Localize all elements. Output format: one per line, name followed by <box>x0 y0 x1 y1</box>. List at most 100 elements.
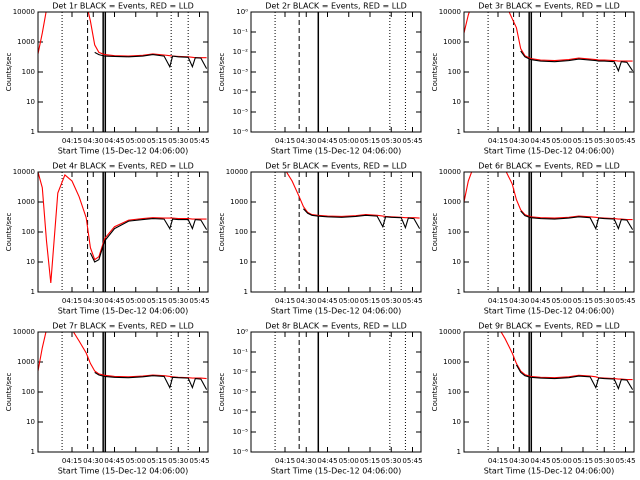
y-tick-label: 10000 <box>439 168 461 176</box>
x-tick-label: 05:45 <box>402 137 422 145</box>
chart-title: Det 1r BLACK = Events, RED = LLD <box>52 2 194 11</box>
x-tick-label: 05:15 <box>147 297 167 305</box>
plot-frame <box>37 331 209 453</box>
x-tick-label: 05:00 <box>339 137 359 145</box>
x-tick-label: 04:45 <box>317 297 337 305</box>
y-tick-label: 1000 <box>443 358 461 366</box>
x-tick-label: 04:15 <box>488 137 508 145</box>
x-tick-label: 05:45 <box>615 297 635 305</box>
y-tick-label: 1000 <box>17 198 35 206</box>
x-axis-label: Start Time (15-Dec-12 04:06:00) <box>58 307 189 316</box>
x-tick-label: 05:15 <box>147 457 167 465</box>
x-tick-label: 05:30 <box>381 297 401 305</box>
x-tick-label: 05:00 <box>552 297 572 305</box>
y-tick-label: 10⁻⁶ <box>233 448 249 456</box>
x-tick-label: 04:15 <box>488 457 508 465</box>
y-tick-label: 10⁻² <box>233 368 249 376</box>
x-tick-label: 04:30 <box>296 297 316 305</box>
y-tick-label: 10⁻⁶ <box>233 128 249 136</box>
panel: Det 7r BLACK = Events, RED = LLD Start Ti… <box>5 322 210 476</box>
y-tick-label: 1 <box>244 288 248 296</box>
x-tick-label: 04:45 <box>317 457 337 465</box>
plot-frame <box>250 331 422 453</box>
series-line <box>520 50 634 73</box>
x-tick-label: 05:00 <box>339 457 359 465</box>
x-tick-label: 04:45 <box>104 137 124 145</box>
series-line <box>464 12 633 62</box>
series-line <box>515 364 634 391</box>
x-tick-label: 05:45 <box>189 137 209 145</box>
x-tick-label: 04:15 <box>62 297 82 305</box>
y-axis-label: Counts/sec <box>431 213 439 252</box>
x-tick-label: 05:15 <box>360 137 380 145</box>
y-tick-label: 1000 <box>230 198 248 206</box>
panel: Det 9r BLACK = Events, RED = LLD Start Ti… <box>431 322 636 476</box>
y-tick-label: 10000 <box>13 168 35 176</box>
x-tick-label: 04:45 <box>317 137 337 145</box>
y-axis-label: Counts/sec <box>5 213 13 252</box>
y-tick-label: 1 <box>31 448 35 456</box>
y-tick-label: 10000 <box>439 8 461 16</box>
y-tick-label: 10000 <box>439 328 461 336</box>
y-tick-label: 10 <box>239 258 248 266</box>
y-tick-label: 1000 <box>443 198 461 206</box>
y-tick-label: 100 <box>448 68 461 76</box>
y-tick-label: 1000 <box>17 358 35 366</box>
x-tick-label: 05:15 <box>360 457 380 465</box>
x-tick-label: 04:15 <box>488 297 508 305</box>
x-tick-label: 04:15 <box>275 137 295 145</box>
x-tick-label: 04:15 <box>275 297 295 305</box>
x-tick-label: 04:30 <box>509 297 529 305</box>
chart-title: Det 6r BLACK = Events, RED = LLD <box>478 162 620 171</box>
y-axis-label: Counts/sec <box>218 213 226 252</box>
panel: Det 8r BLACK = Events, RED = LLD Start Ti… <box>218 322 423 476</box>
series-line <box>500 332 633 381</box>
series-line <box>285 172 420 219</box>
x-axis-label: Start Time (15-Dec-12 04:06:00) <box>58 147 189 156</box>
y-tick-label: 10 <box>452 258 461 266</box>
x-tick-label: 04:45 <box>530 137 550 145</box>
plot-frame <box>463 11 635 133</box>
y-axis-label: Counts/sec <box>5 373 13 412</box>
y-tick-label: 10⁻⁵ <box>233 108 249 116</box>
x-tick-label: 04:30 <box>296 457 316 465</box>
x-tick-label: 05:30 <box>381 137 401 145</box>
x-axis-label: Start Time (15-Dec-12 04:06:00) <box>484 147 615 156</box>
x-tick-label: 04:30 <box>509 457 529 465</box>
chart-title: Det 7r BLACK = Events, RED = LLD <box>52 322 194 331</box>
plot-frame <box>37 171 209 293</box>
y-tick-label: 10⁻¹ <box>233 348 249 356</box>
x-axis-label: Start Time (15-Dec-12 04:06:00) <box>271 147 402 156</box>
series-line <box>94 51 208 69</box>
y-tick-label: 10 <box>26 98 35 106</box>
x-tick-label: 05:45 <box>189 297 209 305</box>
x-tick-label: 05:45 <box>189 457 209 465</box>
panel: Det 1r BLACK = Events, RED = LLD Start Ti… <box>5 2 210 156</box>
x-tick-label: 04:30 <box>296 137 316 145</box>
x-tick-label: 05:30 <box>381 457 401 465</box>
x-axis-label: Start Time (15-Dec-12 04:06:00) <box>58 467 189 476</box>
x-axis-label: Start Time (15-Dec-12 04:06:00) <box>484 307 615 316</box>
plot-frame <box>250 11 422 133</box>
x-tick-label: 05:30 <box>168 297 188 305</box>
chart-title: Det 4r BLACK = Events, RED = LLD <box>52 162 194 171</box>
plot-frame <box>463 331 635 453</box>
x-tick-label: 05:15 <box>147 137 167 145</box>
x-axis-label: Start Time (15-Dec-12 04:06:00) <box>271 307 402 316</box>
series-line <box>89 218 208 263</box>
y-tick-label: 10 <box>26 418 35 426</box>
x-tick-label: 05:15 <box>573 297 593 305</box>
y-tick-label: 10⁻² <box>233 48 249 56</box>
chart-title: Det 3r BLACK = Events, RED = LLD <box>478 2 620 11</box>
x-tick-label: 04:30 <box>509 137 529 145</box>
y-tick-label: 10⁻⁴ <box>233 408 249 416</box>
y-tick-label: 10⁰ <box>236 328 248 336</box>
x-tick-label: 04:15 <box>62 137 82 145</box>
series-line <box>94 371 208 390</box>
x-tick-label: 05:00 <box>552 457 572 465</box>
y-tick-label: 10⁻³ <box>233 68 249 76</box>
x-tick-label: 04:15 <box>275 457 295 465</box>
x-tick-label: 04:30 <box>83 137 103 145</box>
x-tick-label: 04:45 <box>104 297 124 305</box>
x-tick-label: 05:45 <box>402 297 422 305</box>
